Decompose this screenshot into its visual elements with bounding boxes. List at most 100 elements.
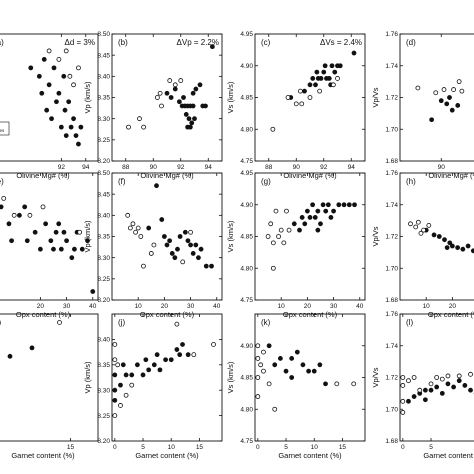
open-point bbox=[415, 219, 421, 225]
x-tick-label: 15 bbox=[196, 444, 204, 451]
filled-point bbox=[289, 356, 295, 361]
filled-point bbox=[0, 204, 4, 210]
open-point bbox=[278, 227, 284, 233]
filled-point bbox=[120, 362, 126, 368]
open-point bbox=[408, 221, 413, 227]
filled-point bbox=[54, 99, 59, 105]
filled-point bbox=[154, 183, 159, 189]
open-point bbox=[441, 87, 447, 92]
open-point bbox=[76, 65, 81, 71]
open-point bbox=[151, 242, 157, 248]
panel-d: 90 1.68 1.70 1.72 1.74 1.76 Olivine Mg# (%) Vp/… bbox=[371, 31, 474, 180]
filled-point bbox=[22, 204, 28, 210]
y-tick-label: 8.25 bbox=[97, 413, 110, 420]
filled-point bbox=[196, 255, 201, 261]
filled-point bbox=[266, 343, 272, 349]
panel-label: (a) bbox=[0, 38, 4, 47]
filled-point bbox=[203, 103, 208, 109]
filled-point bbox=[44, 107, 50, 113]
open-point bbox=[293, 101, 299, 107]
filled-point bbox=[172, 86, 178, 92]
delta-annotation: Δd = 3% bbox=[65, 38, 95, 47]
y-tick-label: 1.76 bbox=[385, 311, 398, 318]
x-tick-label: 0 bbox=[256, 444, 260, 451]
filled-point bbox=[307, 82, 313, 88]
filled-point bbox=[318, 221, 323, 227]
filled-point bbox=[172, 255, 178, 261]
open-point bbox=[270, 265, 276, 271]
filled-point bbox=[73, 133, 79, 138]
y-axis-label: Vp (km/s) bbox=[83, 361, 92, 394]
filled-point bbox=[134, 362, 140, 368]
y-tick-label: 1.76 bbox=[385, 170, 398, 177]
filled-point bbox=[163, 357, 168, 363]
y-tick-label: 4.90 bbox=[240, 63, 253, 70]
filled-point bbox=[277, 356, 283, 361]
filled-point bbox=[175, 246, 180, 252]
axes-frame bbox=[254, 172, 366, 301]
y-tick-label: 8.40 bbox=[97, 213, 110, 220]
open-point bbox=[285, 95, 291, 100]
open-point bbox=[334, 381, 340, 387]
x-tick-label: 30 bbox=[63, 303, 71, 310]
filled-point bbox=[154, 352, 160, 358]
filled-point bbox=[328, 215, 334, 220]
y-tick-label: 8.30 bbox=[97, 387, 110, 394]
open-point bbox=[351, 381, 357, 387]
open-point bbox=[174, 321, 180, 327]
filled-point bbox=[157, 367, 163, 373]
axes-frame bbox=[0, 313, 99, 442]
filled-point bbox=[66, 99, 72, 105]
y-tick-label: 1.74 bbox=[385, 202, 398, 209]
open-point bbox=[413, 224, 419, 230]
axes-frame bbox=[254, 313, 366, 442]
filled-point bbox=[146, 225, 152, 231]
open-point bbox=[330, 82, 336, 88]
open-point bbox=[67, 73, 73, 79]
filled-point bbox=[76, 141, 81, 147]
y-tick-label: 4.85 bbox=[240, 95, 253, 102]
y-tick-label: 4.80 bbox=[240, 406, 253, 413]
y-tick-label: 8.35 bbox=[97, 362, 110, 369]
open-point bbox=[255, 394, 261, 399]
open-point bbox=[439, 376, 445, 382]
y-tick-label: 1.68 bbox=[385, 297, 398, 304]
filled-point bbox=[46, 82, 52, 88]
y-tick-label: 4.90 bbox=[240, 202, 253, 209]
filled-point bbox=[190, 90, 196, 96]
filled-point bbox=[174, 347, 180, 352]
filled-point bbox=[164, 242, 170, 248]
open-point bbox=[112, 342, 118, 347]
filled-point bbox=[302, 88, 307, 94]
y-tick-label: 4.75 bbox=[240, 158, 253, 165]
x-tick-label: 20 bbox=[161, 303, 169, 310]
y-tick-label: 8.50 bbox=[97, 170, 110, 177]
x-tick-label: 94 bbox=[82, 164, 90, 171]
open-point bbox=[426, 222, 432, 228]
open-point bbox=[307, 95, 313, 100]
filled-point bbox=[306, 368, 311, 374]
x-tick-label: 40 bbox=[356, 303, 364, 310]
filled-point bbox=[447, 240, 453, 246]
open-point bbox=[268, 221, 274, 227]
filled-point bbox=[118, 382, 123, 388]
filled-point bbox=[177, 352, 183, 358]
panel-label: (c) bbox=[261, 38, 271, 47]
open-point bbox=[129, 382, 135, 388]
filled-point bbox=[449, 107, 455, 113]
open-point bbox=[400, 410, 406, 415]
filled-point bbox=[291, 221, 297, 227]
open-point bbox=[299, 101, 305, 107]
filled-point bbox=[48, 238, 54, 244]
open-point bbox=[167, 78, 173, 83]
open-point bbox=[400, 383, 406, 388]
y-tick-label: 4.80 bbox=[240, 126, 253, 133]
filled-point bbox=[197, 82, 203, 88]
open-point bbox=[148, 251, 154, 256]
axes-frame bbox=[0, 33, 99, 162]
filled-point bbox=[468, 387, 473, 393]
open-point bbox=[141, 263, 146, 269]
x-tick-label: 40 bbox=[213, 303, 221, 310]
x-tick-label: 10 bbox=[423, 303, 431, 310]
x-tick-label: 5 bbox=[429, 444, 433, 451]
